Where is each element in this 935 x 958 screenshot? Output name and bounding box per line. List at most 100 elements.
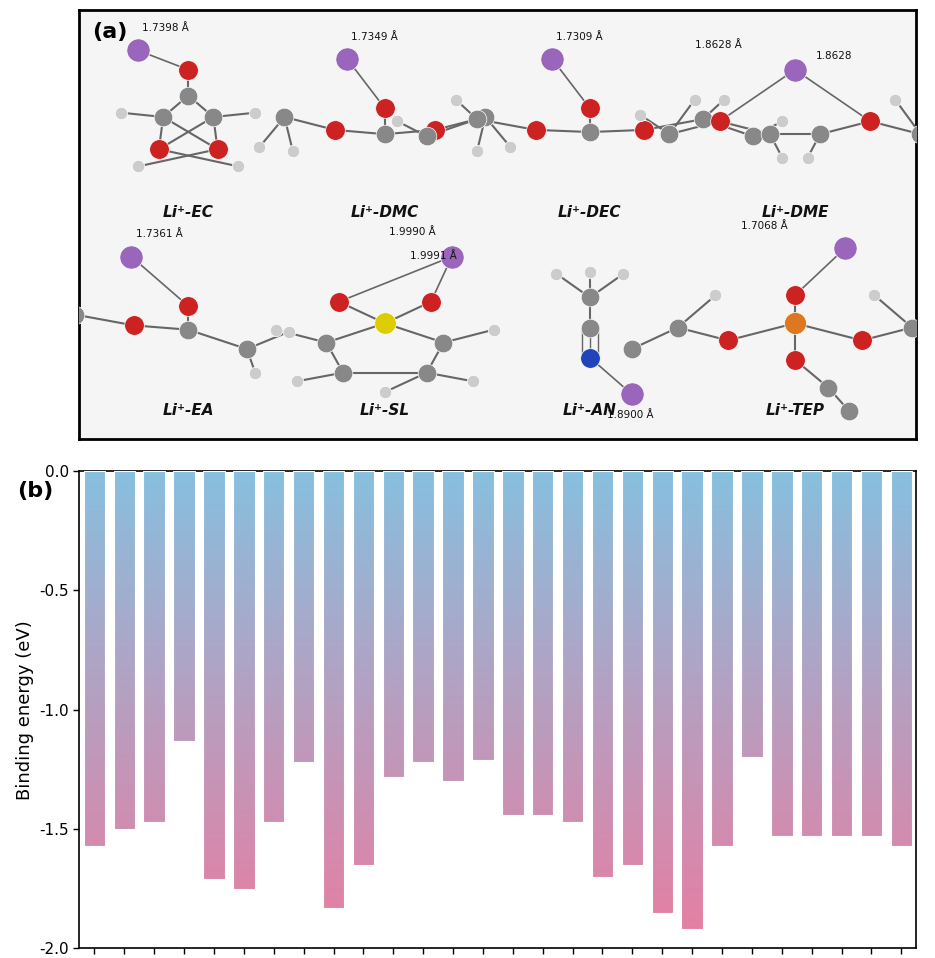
Bar [382,682,404,683]
Bar [502,493,524,495]
Bar [293,512,314,513]
Bar [472,604,494,605]
Bar [622,675,643,677]
Bar [233,703,254,705]
Bar [472,569,494,571]
Bar [203,491,224,493]
Bar [861,730,883,732]
Bar [562,738,583,740]
Bar [622,832,643,833]
Bar [263,524,284,525]
Bar [861,535,883,536]
Bar [83,471,105,846]
Bar [771,639,793,641]
Bar [652,513,673,515]
Bar [263,710,284,712]
Bar [741,723,763,724]
Bar [712,701,733,703]
Bar [323,604,344,606]
Bar [562,503,583,504]
Bar [203,604,224,605]
Bar [203,636,224,638]
Bar [652,822,673,824]
Point [787,62,802,78]
Bar [203,742,224,744]
Bar [352,595,374,597]
Bar [352,711,374,714]
Bar [412,727,434,729]
Bar [891,782,913,784]
Bar [712,475,733,477]
Bar [831,669,853,670]
Bar [562,599,583,601]
Bar [472,731,494,733]
Bar [831,627,853,628]
Bar [891,764,913,765]
Bar [622,628,643,630]
Bar [352,841,374,843]
Bar [891,477,913,478]
Bar [682,539,703,542]
Bar [861,824,883,825]
Bar [532,584,554,586]
Bar [173,575,194,576]
Bar [502,581,524,582]
Bar [323,903,344,905]
Bar [831,599,853,601]
Bar [592,789,613,791]
Bar [712,576,733,578]
Bar [831,790,853,792]
Bar [113,657,135,659]
Bar [562,750,583,752]
Bar [622,701,643,703]
Bar [263,752,284,754]
Bar [771,788,793,790]
Bar [682,776,703,778]
Bar [472,555,494,557]
Bar [502,714,524,715]
Bar [861,621,883,623]
Point [696,111,711,126]
Point [239,341,254,356]
Bar [412,471,434,472]
Bar [741,727,763,729]
Bar [293,615,314,617]
Bar [801,822,823,824]
Bar [712,554,733,556]
Bar [771,480,793,482]
Bar [771,756,793,758]
Bar [233,586,254,588]
Bar [323,827,344,830]
Bar [532,564,554,565]
Bar [83,630,105,632]
Bar [771,597,793,599]
Bar [293,621,314,623]
Bar [83,604,105,605]
Bar [442,537,464,539]
Bar [622,757,643,759]
Bar [741,707,763,709]
Bar [861,498,883,500]
Bar [203,616,224,618]
Bar [352,569,374,571]
Bar [382,677,404,679]
Bar [562,487,583,489]
Bar [712,795,733,797]
Bar [442,471,464,782]
Bar [891,814,913,816]
Bar [323,598,344,600]
Bar [771,496,793,498]
Bar [771,824,793,825]
Bar [442,715,464,717]
Bar [83,518,105,520]
Bar [592,513,613,515]
Bar [113,813,135,814]
Bar [682,750,703,753]
Bar [801,478,823,480]
Bar [502,715,524,717]
Bar [442,679,464,680]
Bar [502,742,524,744]
Bar [203,520,224,522]
Bar [622,811,643,813]
Bar [831,784,853,786]
